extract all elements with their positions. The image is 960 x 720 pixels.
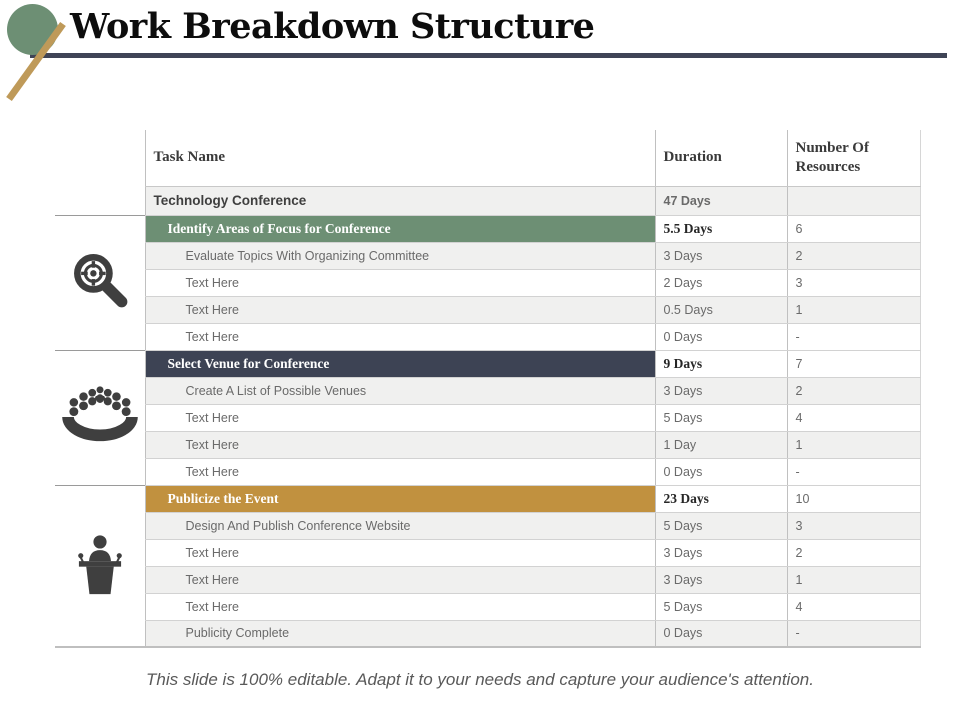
task-duration: 2 Days <box>654 269 787 297</box>
task-resources: 3 <box>786 512 921 540</box>
task-name: Text Here <box>144 296 655 324</box>
task-duration: 0.5 Days <box>654 296 787 324</box>
project-row: Technology Conference 47 Days <box>55 186 921 216</box>
task-row: Design And Publish Conference Website 5 … <box>55 512 921 540</box>
task-row: Text Here 3 Days 2 <box>55 539 921 567</box>
group-name: Identify Areas of Focus for Conference <box>144 215 655 243</box>
project-duration: 47 Days <box>654 186 787 216</box>
task-row: Text Here 5 Days 4 <box>55 593 921 621</box>
task-row: Create A List of Possible Venues 3 Days … <box>55 377 921 405</box>
task-resources: 2 <box>786 242 921 270</box>
task-duration: 3 Days <box>654 242 787 270</box>
task-row: Text Here 0.5 Days 1 <box>55 296 921 324</box>
task-resources: - <box>786 323 921 351</box>
task-name: Text Here <box>144 566 655 594</box>
task-row: Text Here 3 Days 1 <box>55 566 921 594</box>
task-name: Text Here <box>144 458 655 486</box>
task-resources: 2 <box>786 539 921 567</box>
group-resources: 6 <box>786 215 921 243</box>
task-duration: 5 Days <box>654 512 787 540</box>
wbs-table-container: Task Name Duration Number Of Resources T… <box>55 130 921 648</box>
task-duration: 0 Days <box>654 323 787 351</box>
task-resources: 4 <box>786 404 921 432</box>
project-name: Technology Conference <box>144 186 655 216</box>
group-header-row: Publicize the Event 23 Days 10 <box>55 484 921 648</box>
task-name: Text Here <box>144 593 655 621</box>
task-duration: 5 Days <box>654 593 787 621</box>
task-name: Create A List of Possible Venues <box>144 377 655 405</box>
task-duration: 3 Days <box>654 539 787 567</box>
task-resources: 1 <box>786 566 921 594</box>
group-resources: 10 <box>786 485 921 513</box>
task-row: Evaluate Topics With Organizing Committe… <box>55 242 921 270</box>
task-name: Evaluate Topics With Organizing Committe… <box>144 242 655 270</box>
task-name: Design And Publish Conference Website <box>144 512 655 540</box>
task-row: Text Here 0 Days - <box>55 323 921 351</box>
task-row: Text Here 1 Day 1 <box>55 431 921 459</box>
project-resources <box>786 186 921 216</box>
wbs-table: Task Name Duration Number Of Resources T… <box>55 130 921 648</box>
icon-column-spacer <box>55 130 145 186</box>
task-name: Text Here <box>144 404 655 432</box>
task-duration: 3 Days <box>654 377 787 405</box>
task-name: Publicity Complete <box>144 620 655 648</box>
speaker-podium-icon <box>55 484 145 648</box>
task-name: Text Here <box>144 269 655 297</box>
task-name: Text Here <box>144 323 655 351</box>
task-duration: 0 Days <box>654 458 787 486</box>
task-resources: 1 <box>786 431 921 459</box>
target-search-icon <box>55 214 145 350</box>
column-header-task: Task Name <box>144 130 655 187</box>
title-underline-rule <box>30 53 947 58</box>
task-duration: 5 Days <box>654 404 787 432</box>
group-name: Publicize the Event <box>144 485 655 513</box>
task-resources: 1 <box>786 296 921 324</box>
task-row: Text Here 5 Days 4 <box>55 404 921 432</box>
group-duration: 23 Days <box>654 485 787 513</box>
task-name: Text Here <box>144 539 655 567</box>
column-header-resources: Number Of Resources <box>786 130 921 187</box>
gold-diagonal-line <box>6 21 66 102</box>
page-title: Work Breakdown Structure <box>70 6 595 47</box>
task-resources: - <box>786 620 921 648</box>
group-resources: 7 <box>786 350 921 378</box>
icon-column-spacer <box>55 186 145 215</box>
group-duration: 9 Days <box>654 350 787 378</box>
task-duration: 0 Days <box>654 620 787 648</box>
task-row: Text Here 2 Days 3 <box>55 269 921 297</box>
task-resources: 3 <box>786 269 921 297</box>
group-header-row: Select Venue for Conference 9 Days 7 <box>55 349 921 485</box>
task-row: Publicity Complete 0 Days - <box>55 620 921 648</box>
task-duration: 1 Day <box>654 431 787 459</box>
table-header-row: Task Name Duration Number Of Resources <box>55 130 921 187</box>
task-name: Text Here <box>144 431 655 459</box>
task-resources: 4 <box>786 593 921 621</box>
footer-note: This slide is 100% editable. Adapt it to… <box>146 670 814 689</box>
task-resources: 2 <box>786 377 921 405</box>
column-header-duration: Duration <box>654 130 787 187</box>
task-duration: 3 Days <box>654 566 787 594</box>
task-resources: - <box>786 458 921 486</box>
group-name: Select Venue for Conference <box>144 350 655 378</box>
conference-meeting-icon <box>55 349 145 485</box>
group-header-row: Identify Areas of Focus for Conference 5… <box>55 214 921 350</box>
group-duration: 5.5 Days <box>654 215 787 243</box>
task-row: Text Here 0 Days - <box>55 458 921 486</box>
